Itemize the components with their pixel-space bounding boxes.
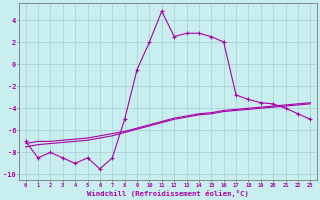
X-axis label: Windchill (Refroidissement éolien,°C): Windchill (Refroidissement éolien,°C) [87,190,249,197]
